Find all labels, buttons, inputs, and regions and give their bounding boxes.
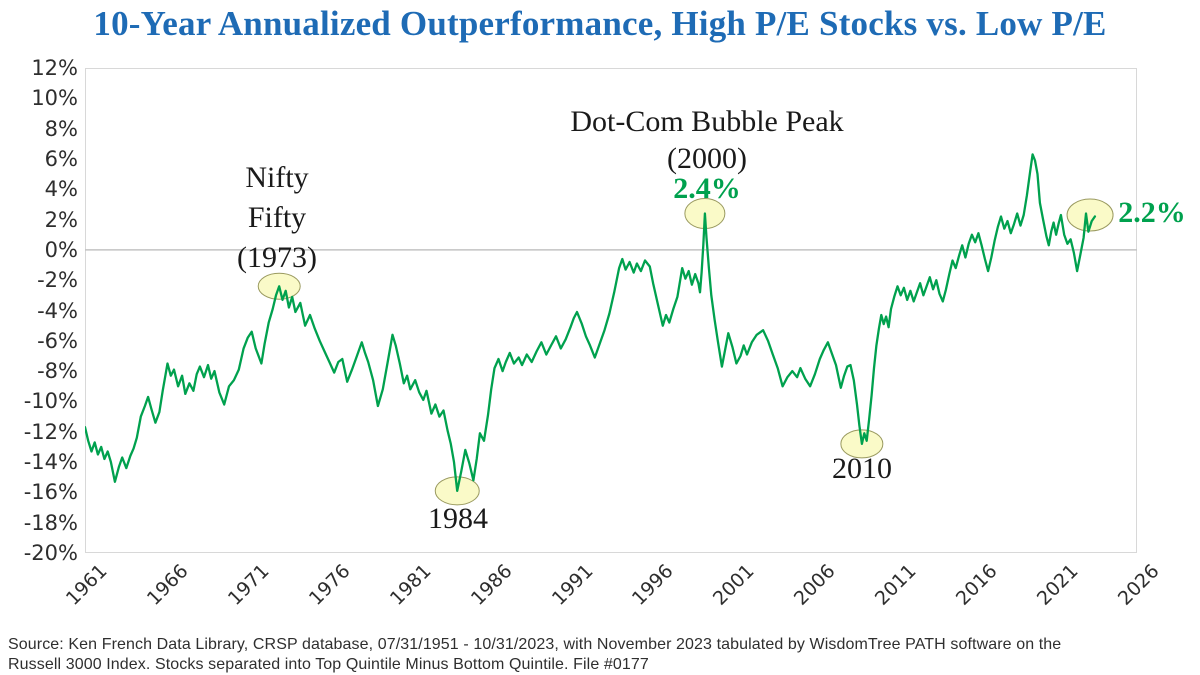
x-tick-label: 1966 [142, 560, 193, 610]
y-tick-label: 10% [31, 86, 78, 111]
y-tick-label: -2% [37, 268, 78, 293]
y-tick-label: -16% [23, 480, 78, 505]
x-tick-label: 2016 [951, 560, 1002, 610]
y-tick-label: 8% [44, 116, 78, 141]
y-tick-label: 0% [44, 237, 78, 262]
outperformance-line [85, 153, 1097, 493]
plot-area [85, 68, 1137, 553]
y-tick-label: -10% [23, 389, 78, 414]
x-tick-label: 2026 [1113, 560, 1164, 610]
y-tick-label: -18% [23, 510, 78, 535]
y-tick-label: -6% [37, 328, 78, 353]
plot-border [85, 68, 1137, 553]
x-tick-label: 2011 [871, 560, 921, 610]
x-tick-label: 2021 [1032, 560, 1083, 610]
x-tick-label: 1971 [223, 560, 274, 610]
x-tick-label: 1981 [385, 560, 436, 610]
y-tick-label: -4% [37, 298, 78, 323]
y-tick-label: -14% [23, 450, 78, 475]
y-tick-label: -12% [23, 419, 78, 444]
x-tick-label: 1996 [628, 560, 679, 610]
x-tick-label: 1991 [547, 560, 598, 610]
y-tick-label: -20% [23, 541, 78, 565]
source-note-line-2: Russell 3000 Index. Stocks separated int… [8, 656, 649, 673]
chart-title: 10-Year Annualized Outperformance, High … [93, 4, 1107, 43]
x-tick-label: 1976 [304, 560, 355, 610]
source-note-line-1: Source: Ken French Data Library, CRSP da… [8, 636, 1062, 653]
highlight-ellipse [1066, 198, 1114, 232]
x-tick-label: 1961 [61, 560, 112, 610]
y-tick-label: -8% [37, 359, 78, 384]
x-tick-label: 2006 [790, 560, 840, 610]
y-tick-label: 6% [44, 146, 78, 171]
x-tick-label: 2001 [709, 560, 759, 610]
y-tick-label: 4% [44, 177, 78, 202]
source-note: Source: Ken French Data Library, CRSP da… [8, 635, 1198, 675]
x-tick-label: 1986 [466, 560, 517, 610]
y-tick-label: 12% [31, 56, 78, 80]
y-tick-label: 2% [44, 207, 78, 232]
